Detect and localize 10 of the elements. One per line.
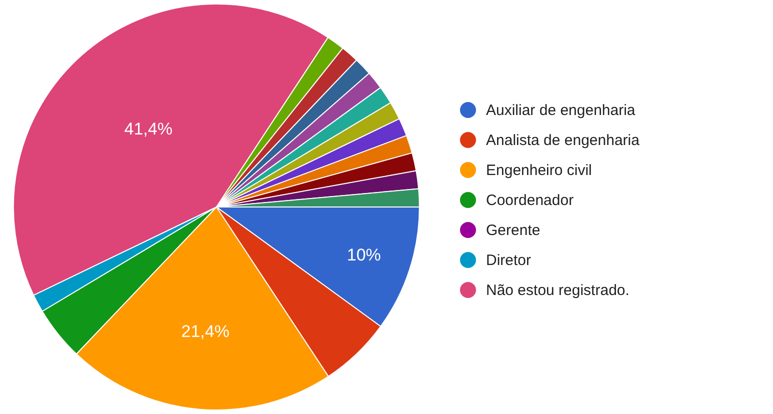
- legend-label: Engenheiro civil: [486, 162, 592, 178]
- legend-label: Gerente: [486, 222, 540, 238]
- data-label: 10%: [346, 245, 381, 264]
- legend-label: Não estou registrado.: [486, 282, 630, 298]
- legend-label: Auxiliar de engenharia: [486, 102, 636, 118]
- legend-label: Diretor: [486, 252, 532, 268]
- legend-label: Analista de engenharia: [486, 132, 640, 148]
- legend-label: Coordenador: [486, 192, 574, 208]
- data-label: 41,4%: [124, 120, 172, 139]
- data-label: 21,4%: [181, 322, 230, 342]
